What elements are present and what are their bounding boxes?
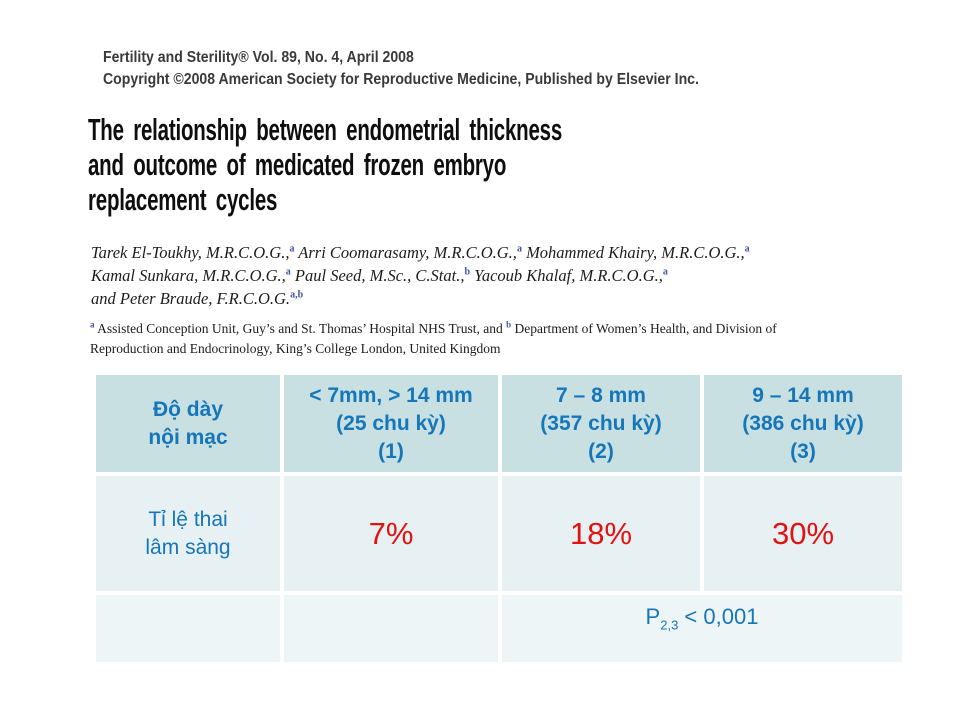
p-value-subscript: 2,3 [660,617,679,633]
table-header-thickness: Độ dày nội mạc [96,375,280,472]
table-header-group-1: < 7mm, > 14 mm (25 chu kỳ) (1) [284,375,498,472]
journal-citation: Fertility and Sterility® Vol. 89, No. 4,… [103,49,699,88]
author-name: Tarek El-Toukhy, M.R.C.O.G., [91,243,290,262]
author-line: Tarek El-Toukhy, M.R.C.O.G.,a Arri Cooma… [91,241,750,264]
author-affiliation-sup: a [744,243,750,255]
author-affiliation-sup: a [516,243,522,255]
pregnancy-rate-group-1: 7% [284,476,498,591]
author-name: Kamal Sunkara, M.R.C.O.G., [91,266,286,285]
author-affiliation-sup: a [289,243,295,255]
p-value-cell: P2,3 < 0,001 [502,595,902,662]
footer-empty-cell [284,595,498,662]
author-name: Paul Seed, M.Sc., C.Stat., [294,266,465,285]
affiliation-text: Department of Women’s Health, and Divisi… [511,321,777,336]
affiliation-sup: b [506,319,512,330]
author-name: and Peter Braude, F.R.C.O.G. [91,289,291,308]
table-header-group-2: 7 – 8 mm (357 chu kỳ) (2) [502,375,700,472]
footer-empty-cell [96,595,280,662]
affiliation-block: a Assisted Conception Unit, Guy’s and St… [90,319,777,359]
table-header-group-3: 9 – 14 mm (386 chu kỳ) (3) [704,375,902,472]
affiliation-line: Reproduction and Endocrinology, King’s C… [90,341,501,356]
author-line: Kamal Sunkara, M.R.C.O.G.,a Paul Seed, M… [91,264,750,287]
author-affiliation-sup: a [662,266,668,278]
p-value: P2,3 < 0,001 [646,604,759,638]
author-affiliation-sup: a,b [290,289,304,301]
author-affiliation-sup: a [285,266,291,278]
p-value-prefix: P [645,604,661,629]
pregnancy-rate-group-2: 18% [502,476,700,591]
row-label-clinical-pregnancy-rate: Tỉ lệ thai lâm sàng [96,476,280,591]
author-name: Mohammed Khairy, M.R.C.O.G., [526,243,745,262]
author-list: Tarek El-Toukhy, M.R.C.O.G.,a Arri Cooma… [91,241,750,310]
results-table: Độ dày nội mạc < 7mm, > 14 mm (25 chu kỳ… [96,375,902,662]
paper-title: The relationship between endometrial thi… [88,112,563,217]
affiliation-text: Assisted Conception Unit, Guy’s and St. … [94,321,507,336]
affiliation-line: a Assisted Conception Unit, Guy’s and St… [90,319,777,339]
author-affiliation-sup: b [464,266,471,278]
p-value-comparison: < 0,001 [678,604,759,629]
pregnancy-rate-group-3: 30% [704,476,902,591]
author-line: and Peter Braude, F.R.C.O.G.a,b [91,287,750,310]
author-name: Yacoub Khalaf, M.R.C.O.G., [474,266,663,285]
author-name: Arri Coomarasamy, M.R.C.O.G., [298,243,517,262]
affiliation-sup: a [90,319,95,330]
